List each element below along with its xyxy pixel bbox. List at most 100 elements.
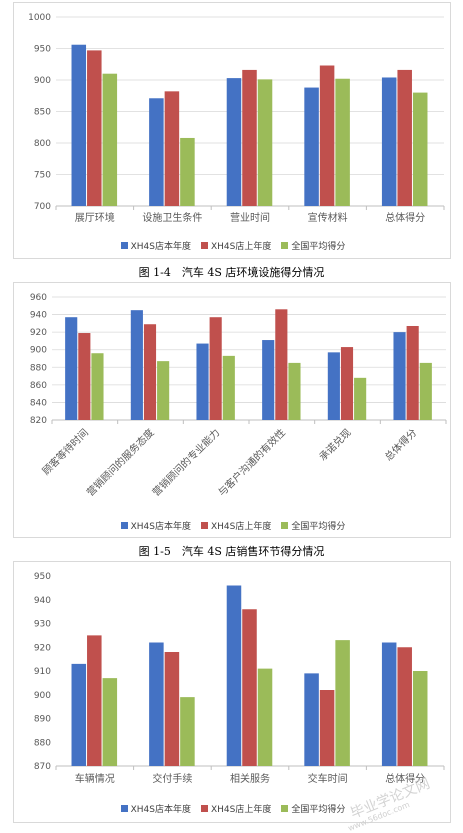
y-tick-label: 880 xyxy=(34,738,51,748)
x-tick-label: 总体得分 xyxy=(382,426,419,463)
x-tick-label: 交车时间 xyxy=(308,772,348,785)
chart-sales-plot: 820 840 860 880 900 920 940 960 顾客等待时间营销顾问的服务态度营… xyxy=(30,293,447,499)
y-tick-label: 700 xyxy=(34,202,51,212)
y-tick-label: 750 xyxy=(34,171,51,181)
y-tick-label: 950 xyxy=(34,572,51,582)
y-tick-label: 910 xyxy=(34,667,51,677)
chart-environment: 700 750 800 850 900 950 1000 展厅环境 设施卫生条件 营业时间 宣传材料… xyxy=(13,2,451,259)
bar xyxy=(335,78,350,206)
legend-label: 全国平均得分 xyxy=(291,805,346,815)
y-tick-label: 940 xyxy=(34,596,51,606)
y-tick-label: 900 xyxy=(34,76,51,86)
bar xyxy=(226,78,242,206)
legend-label: XH4S店上年度 xyxy=(210,522,272,532)
bar xyxy=(381,77,397,206)
bar xyxy=(222,355,235,420)
bar xyxy=(242,69,257,206)
y-tick-label: 900 xyxy=(34,691,51,701)
figure-caption: 图 1-5 汽车 4S 店销售环节得分情况 xyxy=(138,545,325,558)
bar xyxy=(335,640,350,766)
x-tick-label: 承诺兑现 xyxy=(316,426,353,463)
legend-item: XH4S店本年度 xyxy=(120,802,191,815)
legend-swatch xyxy=(281,522,289,529)
x-tick-label: 交付手续 xyxy=(152,772,192,785)
y-tick-label: 800 xyxy=(34,139,51,149)
legend-swatch xyxy=(200,242,208,249)
legend-label: XH4S店本年度 xyxy=(130,242,191,252)
y-tick-label: 890 xyxy=(34,715,51,725)
x-tick-label: 营销顾问的服务态度 xyxy=(84,426,157,499)
bar xyxy=(257,79,273,206)
y-tick-label: 920 xyxy=(34,643,51,653)
x-tick-label: 顾客等待时间 xyxy=(39,426,91,478)
chart-delivery-plot: 870 880 890 900 910 920 930 940 950 车辆情况 交付手续 相关服务 交… xyxy=(34,572,445,785)
y-tick-label: 940 xyxy=(30,311,47,321)
y-tick-label: 840 xyxy=(30,398,47,408)
bar xyxy=(196,343,209,420)
bar xyxy=(149,98,164,206)
bar xyxy=(226,585,242,766)
legend-item: 全国平均得分 xyxy=(281,519,345,532)
legend-item: XH4S店上年度 xyxy=(200,239,272,252)
bar xyxy=(419,362,432,420)
bar xyxy=(87,635,102,766)
bar xyxy=(406,325,419,420)
legend-item: XH4S店上年度 xyxy=(200,519,272,532)
bar xyxy=(91,353,104,420)
bar xyxy=(102,73,118,206)
legend-label: XH4S店本年度 xyxy=(130,522,191,532)
legend-item: XH4S店本年度 xyxy=(120,239,191,252)
bar xyxy=(180,697,195,766)
legend-swatch xyxy=(120,522,128,529)
legend-label: XH4S店本年度 xyxy=(130,805,191,815)
bar xyxy=(327,352,340,420)
chart-delivery: 870 880 890 900 910 920 930 940 950 车辆情况 交付手续 相关服务 交… xyxy=(13,561,452,833)
bar xyxy=(275,309,288,420)
chart-delivery-legend: XH4S店本年度 XH4S店上年度 全国平均得分 xyxy=(14,802,452,815)
chart-environment-legend: XH4S店本年度 XH4S店上年度 全国平均得分 xyxy=(14,239,452,252)
bar xyxy=(71,663,87,766)
bar xyxy=(381,642,397,766)
x-tick-label: 相关服务 xyxy=(230,772,270,785)
bar xyxy=(78,333,91,420)
legend-swatch xyxy=(200,805,208,812)
x-tick-label: 总体得分 xyxy=(385,211,425,224)
x-tick-label: 宣传材料 xyxy=(308,211,348,224)
legend-swatch xyxy=(200,522,208,529)
legend-item: XH4S店本年度 xyxy=(120,519,191,532)
bar xyxy=(340,347,354,420)
x-tick-label: 营销顾问的专业能力 xyxy=(149,426,222,499)
y-tick-label: 1000 xyxy=(28,13,51,23)
figure-caption: 图 1-4 汽车 4S 店环境设施得分情况 xyxy=(138,266,325,279)
bar xyxy=(242,609,257,766)
y-tick-label: 820 xyxy=(30,416,47,426)
x-tick-label: 设施卫生条件 xyxy=(142,211,202,224)
bar xyxy=(319,65,335,206)
y-tick-label: 860 xyxy=(30,381,47,391)
chart-sales: 820 840 860 880 900 920 940 960 顾客等待时间 营销顾问的服务态度营… xyxy=(13,282,451,538)
legend-item: XH4S店上年度 xyxy=(200,802,272,815)
bar xyxy=(412,92,428,206)
bar xyxy=(262,340,275,420)
bar xyxy=(319,690,335,766)
legend-swatch xyxy=(120,805,128,812)
bar xyxy=(143,324,157,420)
legend-label: XH4S店上年度 xyxy=(210,242,272,252)
bar xyxy=(209,317,222,420)
x-tick-label: 车辆情况 xyxy=(75,772,115,785)
bar xyxy=(257,668,273,766)
legend-item: 全国平均得分 xyxy=(281,802,345,815)
y-tick-label: 900 xyxy=(30,346,47,356)
legend-label: XH4S店上年度 xyxy=(210,805,272,815)
legend-label: 全国平均得分 xyxy=(291,522,346,532)
y-tick-label: 870 xyxy=(34,762,51,772)
y-tick-label: 950 xyxy=(34,45,51,55)
bar xyxy=(288,362,301,420)
bar xyxy=(87,50,102,206)
y-tick-label: 920 xyxy=(30,328,47,338)
y-tick-label: 930 xyxy=(34,620,51,630)
chart-environment-plot: 700 750 800 850 900 950 1000 展厅环境 设施卫生条件 营业时间 宣传材料… xyxy=(28,13,445,224)
bar xyxy=(304,87,319,206)
chart-sales-legend: XH4S店本年度 XH4S店上年度 全国平均得分 xyxy=(14,519,452,532)
bar xyxy=(393,332,406,420)
